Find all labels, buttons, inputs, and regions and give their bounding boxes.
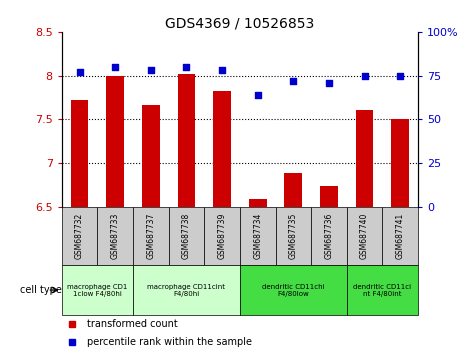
Point — [182, 64, 190, 70]
Bar — [249, 199, 266, 207]
Bar — [106, 76, 124, 207]
FancyBboxPatch shape — [204, 207, 240, 265]
Text: GSM687737: GSM687737 — [146, 213, 155, 259]
Text: cell type: cell type — [20, 285, 62, 295]
Point — [254, 92, 261, 98]
FancyBboxPatch shape — [62, 265, 133, 315]
Text: GSM687736: GSM687736 — [324, 213, 333, 259]
Point — [361, 73, 369, 79]
FancyBboxPatch shape — [276, 207, 311, 265]
Text: GSM687741: GSM687741 — [396, 213, 405, 259]
Bar — [391, 119, 409, 207]
Bar — [356, 110, 373, 207]
Bar — [178, 74, 195, 207]
Text: dendritic CD11ci
nt F4/80int: dendritic CD11ci nt F4/80int — [353, 284, 411, 297]
Text: GSM687732: GSM687732 — [75, 213, 84, 259]
FancyBboxPatch shape — [62, 207, 97, 265]
Point — [218, 68, 226, 73]
FancyBboxPatch shape — [97, 207, 133, 265]
Text: GSM687733: GSM687733 — [111, 213, 120, 259]
FancyBboxPatch shape — [133, 207, 169, 265]
Text: GSM687739: GSM687739 — [218, 213, 227, 259]
Text: dendritic CD11chi
F4/80low: dendritic CD11chi F4/80low — [262, 284, 324, 297]
FancyBboxPatch shape — [240, 207, 276, 265]
FancyBboxPatch shape — [240, 265, 347, 315]
Point — [289, 78, 297, 84]
FancyBboxPatch shape — [347, 265, 418, 315]
FancyBboxPatch shape — [311, 207, 347, 265]
Point — [325, 80, 332, 85]
Text: macrophage CD11cint
F4/80hi: macrophage CD11cint F4/80hi — [147, 284, 226, 297]
Text: GSM687740: GSM687740 — [360, 213, 369, 259]
Text: GSM687734: GSM687734 — [253, 213, 262, 259]
FancyBboxPatch shape — [133, 265, 240, 315]
Bar — [285, 173, 302, 207]
Point — [147, 68, 155, 73]
Text: macrophage CD1
1clow F4/80hi: macrophage CD1 1clow F4/80hi — [67, 284, 128, 297]
FancyBboxPatch shape — [347, 207, 382, 265]
Bar — [213, 91, 231, 207]
Title: GDS4369 / 10526853: GDS4369 / 10526853 — [165, 17, 314, 31]
Point — [111, 64, 119, 70]
Bar — [71, 100, 88, 207]
Text: percentile rank within the sample: percentile rank within the sample — [86, 337, 252, 347]
Text: GSM687735: GSM687735 — [289, 213, 298, 259]
Bar — [142, 105, 160, 207]
Text: GSM687738: GSM687738 — [182, 213, 191, 259]
FancyBboxPatch shape — [169, 207, 204, 265]
Bar — [320, 186, 338, 207]
FancyBboxPatch shape — [382, 207, 418, 265]
Text: transformed count: transformed count — [86, 319, 178, 330]
Point — [396, 73, 404, 79]
Point — [76, 69, 84, 75]
